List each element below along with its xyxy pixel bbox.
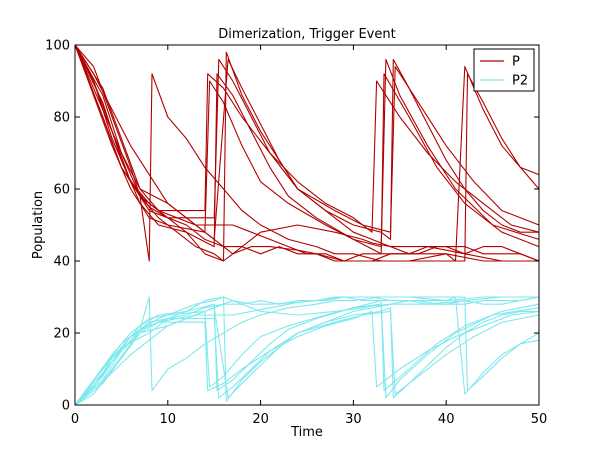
y-tick-label: 40 <box>53 255 70 270</box>
series-p2 <box>74 296 540 406</box>
x-tick-label: 30 <box>345 412 362 427</box>
y-tick-label: 80 <box>53 111 70 126</box>
chart-title: Dimerization, Trigger Event <box>218 27 395 42</box>
plot-area <box>74 44 540 406</box>
series-p-run-2 <box>74 44 540 248</box>
series-p <box>74 44 540 262</box>
axis-ticks: 0 10 20 30 40 50 0 20 40 60 80 100 <box>45 39 547 428</box>
series-p2-run-1 <box>74 300 540 406</box>
legend-label-p2: P2 <box>512 74 528 89</box>
series-p-run-9 <box>74 44 539 240</box>
x-tick-label: 40 <box>438 412 455 427</box>
series-p2-run-2 <box>74 303 540 406</box>
y-tick-label: 100 <box>45 39 70 54</box>
series-p2-run-9 <box>74 307 539 406</box>
legend-label-p: P <box>512 55 520 70</box>
legend: P P2 <box>473 48 535 92</box>
y-axis-title: Population <box>31 191 46 259</box>
series-p-run-11 <box>74 44 540 262</box>
x-tick-label: 10 <box>160 412 177 427</box>
series-p2-run-7 <box>74 296 540 406</box>
x-tick-label: 20 <box>252 412 269 427</box>
x-tick-label: 50 <box>531 412 548 427</box>
x-tick-label: 0 <box>71 412 79 427</box>
y-tick-label: 0 <box>62 399 70 414</box>
legend-box <box>473 48 535 92</box>
series-p2-run-11 <box>74 296 540 406</box>
x-axis-title: Time <box>290 425 323 440</box>
series-p-run-1 <box>74 44 540 255</box>
y-tick-label: 60 <box>53 183 70 198</box>
y-tick-label: 20 <box>53 327 70 342</box>
axes-frame <box>74 44 540 406</box>
